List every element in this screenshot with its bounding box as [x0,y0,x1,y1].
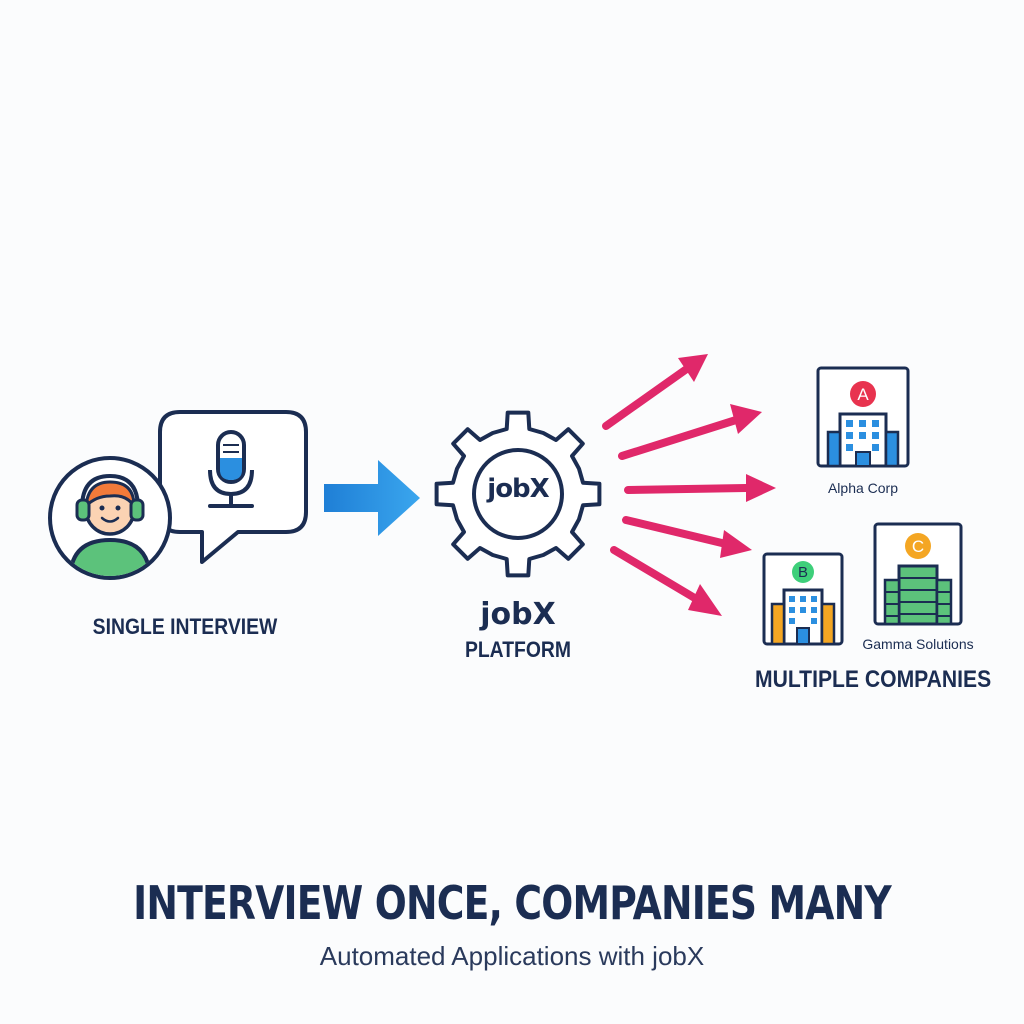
company-badge-a: A [857,385,869,404]
company-name-gamma: Gamma Solutions [862,636,974,652]
company-badge-c: C [911,537,925,556]
interview-group [40,400,340,660]
arrow-to-gamma-icon [610,546,722,616]
interview-label: SINGLE INTERVIEW [92,614,278,639]
company-card-alpha: A [816,366,910,468]
arrow-to-beta-icon [622,516,752,558]
companies-label: MULTIPLE COMPANIES [755,666,992,693]
speech-bubble-icon [158,410,308,564]
interview-illustration [48,410,308,580]
building-icon [816,366,910,468]
platform-label-line1: jobX [480,597,556,632]
company-card-gamma: C [873,522,963,626]
arrow-middle-icon [624,474,776,502]
headline: INTERVIEW ONCE, COMPANIES MANY [133,876,892,930]
distribution-arrows [602,354,776,616]
company-card-beta: B [762,552,844,646]
platform-logo: jobX [470,474,566,504]
platform-label-line2: PLATFORM [464,637,572,662]
building-icon [762,552,844,646]
company-badge-b: B [797,564,808,581]
arrow-to-alpha-icon [618,404,762,460]
company-name-alpha: Alpha Corp [827,480,899,496]
subline: Automated Applications with jobX [319,941,705,971]
gear-icon [434,410,602,578]
building-icon [873,522,963,626]
microphone-icon [208,430,254,508]
person-headset-icon [48,456,172,580]
arrow-to-top-icon [602,354,708,430]
platform-logo-text: jobX [487,474,549,504]
flow-arrow-icon [324,460,420,536]
